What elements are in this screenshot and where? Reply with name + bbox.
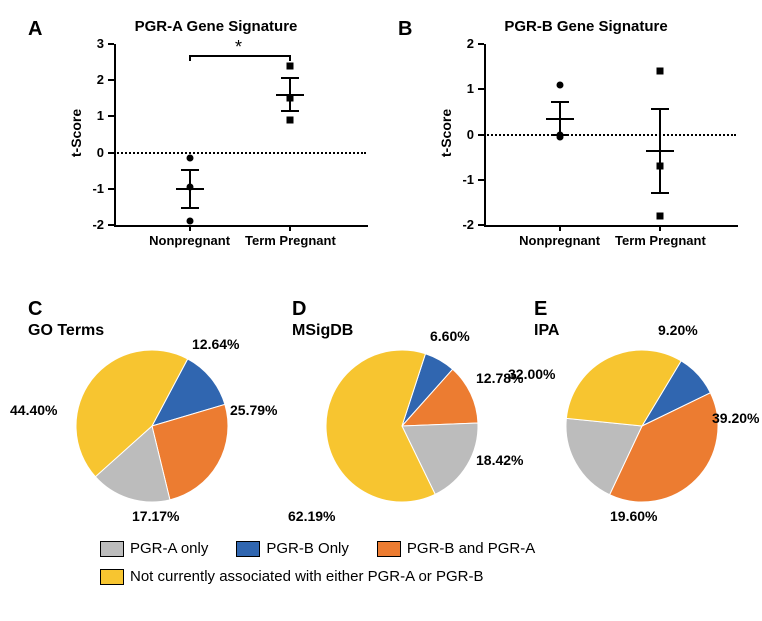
figure: ABCDEPGR-A Gene Signature-2-10123t-Score… <box>10 10 752 611</box>
